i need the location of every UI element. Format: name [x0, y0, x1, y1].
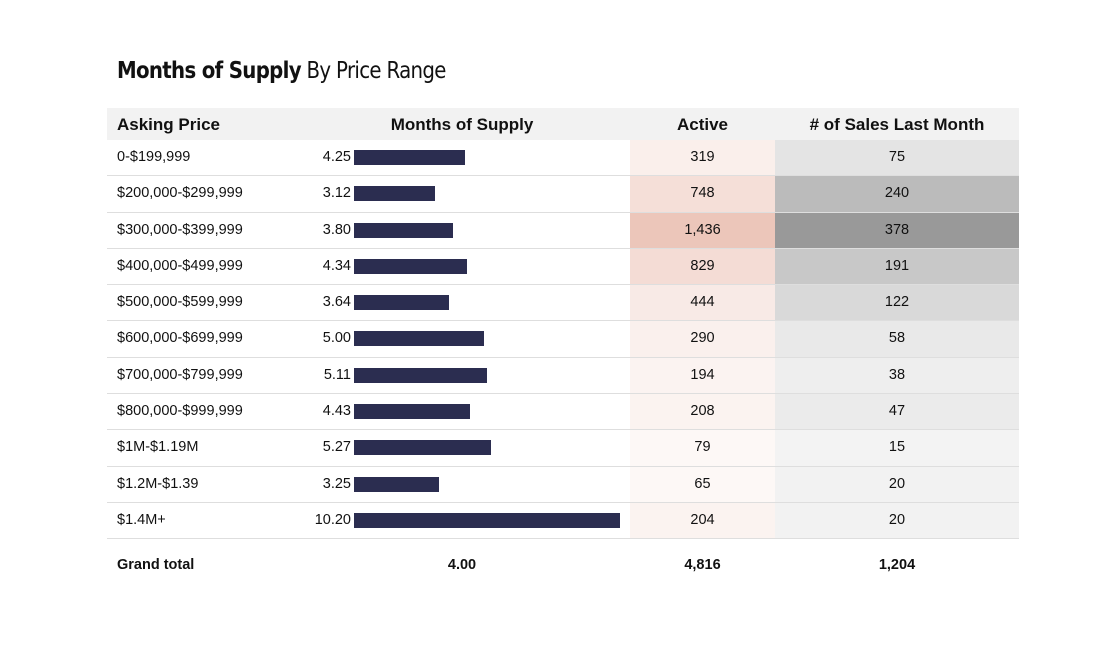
table-row: $400,000-$499,999 4.34 829 191 [107, 248, 1019, 286]
table-row: $1.2M-$1.39 3.25 65 20 [107, 466, 1019, 503]
table-row: $300,000-$399,999 3.80 1,436 378 [107, 212, 1019, 249]
asking-price-cell: $1M-$1.19M [117, 439, 199, 456]
header-sales-last-month: # of Sales Last Month [809, 115, 985, 134]
months-of-supply-label: 5.00 [322, 330, 351, 347]
header-months-of-supply: Months of Supply [390, 115, 534, 134]
months-of-supply-bar [354, 222, 454, 238]
table-body: 0-$199,999 4.25 319 75 $200,000-$299,999 3.12… [107, 140, 1019, 540]
title-sub: By Price Range [306, 58, 447, 84]
sales-cell: 15 [775, 430, 1019, 466]
asking-price-cell: $200,000-$299,999 [117, 185, 243, 202]
table-row: $500,000-$599,999 3.64 444 122 [107, 285, 1019, 322]
table-row: $700,000-$799,999 5.11 194 38 [107, 357, 1019, 395]
active-cell: 79 [630, 430, 775, 466]
asking-price-cell: $500,000-$599,999 [117, 294, 243, 311]
months-of-supply-label: 3.25 [322, 475, 351, 492]
active-cell: 204 [630, 502, 775, 539]
active-cell: 444 [630, 285, 775, 321]
months-of-supply-bar [354, 295, 449, 311]
active-cell: 1,436 [630, 212, 775, 248]
sales-cell: 240 [775, 176, 1019, 212]
sales-cell: 20 [775, 466, 1019, 502]
sales-cell: 122 [775, 285, 1019, 321]
sales-cell: 20 [775, 502, 1019, 539]
asking-price-cell: $800,000-$999,999 [117, 403, 243, 420]
active-cell: 319 [630, 140, 775, 176]
asking-price-cell: $400,000-$499,999 [117, 257, 243, 274]
months-of-supply-label: 4.34 [322, 257, 351, 274]
sales-cell: 47 [775, 394, 1019, 430]
header-active: Active [676, 115, 729, 134]
asking-price-cell: $700,000-$799,999 [117, 366, 243, 383]
table-row: 0-$199,999 4.25 319 75 [107, 140, 1019, 177]
total-sales: 1,204 [878, 557, 916, 574]
table-row: $200,000-$299,999 3.12 748 240 [107, 176, 1019, 213]
months-of-supply-label: 5.11 [323, 366, 351, 383]
title-main: Months of Supply [117, 58, 302, 84]
asking-price-cell: $1.4M+ [117, 511, 166, 528]
months-of-supply-label: 10.20 [314, 511, 351, 528]
active-cell: 290 [630, 321, 775, 357]
active-cell: 748 [630, 176, 775, 212]
supply-table: Asking Price Months of Supply Active # o… [107, 108, 1019, 589]
asking-price-cell: $1.2M-$1.39 [117, 475, 199, 492]
table-header: Asking Price Months of Supply Active # o… [107, 108, 1019, 140]
sales-cell: 75 [775, 140, 1019, 176]
months-of-supply-label: 4.25 [322, 149, 351, 165]
table-row: $1.4M+ 10.20 204 20 [107, 502, 1019, 540]
table-row: $1M-$1.19M 5.27 79 15 [107, 430, 1019, 467]
months-of-supply-bar [354, 367, 488, 383]
months-of-supply-bar [354, 258, 468, 274]
active-cell: 208 [630, 394, 775, 430]
months-of-supply-bar [354, 404, 470, 420]
asking-price-cell: $600,000-$699,999 [117, 330, 243, 347]
table-row: $600,000-$699,999 5.00 290 58 [107, 321, 1019, 358]
active-cell: 194 [630, 357, 775, 394]
months-of-supply-label: 4.43 [322, 403, 351, 420]
months-of-supply-label: 3.12 [322, 185, 351, 202]
total-months-of-supply: 4.00 [447, 557, 477, 574]
table-row: $800,000-$999,999 4.43 208 47 [107, 394, 1019, 431]
active-cell: 65 [630, 466, 775, 502]
months-of-supply-label: 3.64 [322, 294, 351, 311]
months-of-supply-label: 3.80 [322, 221, 351, 238]
sales-cell: 378 [775, 212, 1019, 248]
asking-price-cell: 0-$199,999 [117, 149, 191, 165]
sales-cell: 38 [775, 357, 1019, 394]
sales-cell: 58 [775, 321, 1019, 357]
months-of-supply-bar [354, 331, 485, 347]
grand-total-row: Grand total 4.00 4,816 1,204 [107, 539, 1019, 589]
chart-title: Months of Supply By Price Range [117, 58, 446, 84]
months-of-supply-bar [354, 440, 492, 456]
total-label: Grand total [117, 557, 195, 574]
months-of-supply-label: 5.27 [322, 439, 351, 456]
total-active: 4,816 [684, 557, 721, 574]
asking-price-cell: $300,000-$399,999 [117, 221, 243, 238]
active-cell: 829 [630, 248, 775, 285]
months-of-supply-bar [354, 512, 620, 528]
months-of-supply-bar [354, 476, 439, 492]
sales-cell: 191 [775, 248, 1019, 285]
months-of-supply-bar [354, 150, 465, 165]
header-asking-price: Asking Price [117, 115, 220, 134]
months-of-supply-bar [354, 186, 436, 202]
